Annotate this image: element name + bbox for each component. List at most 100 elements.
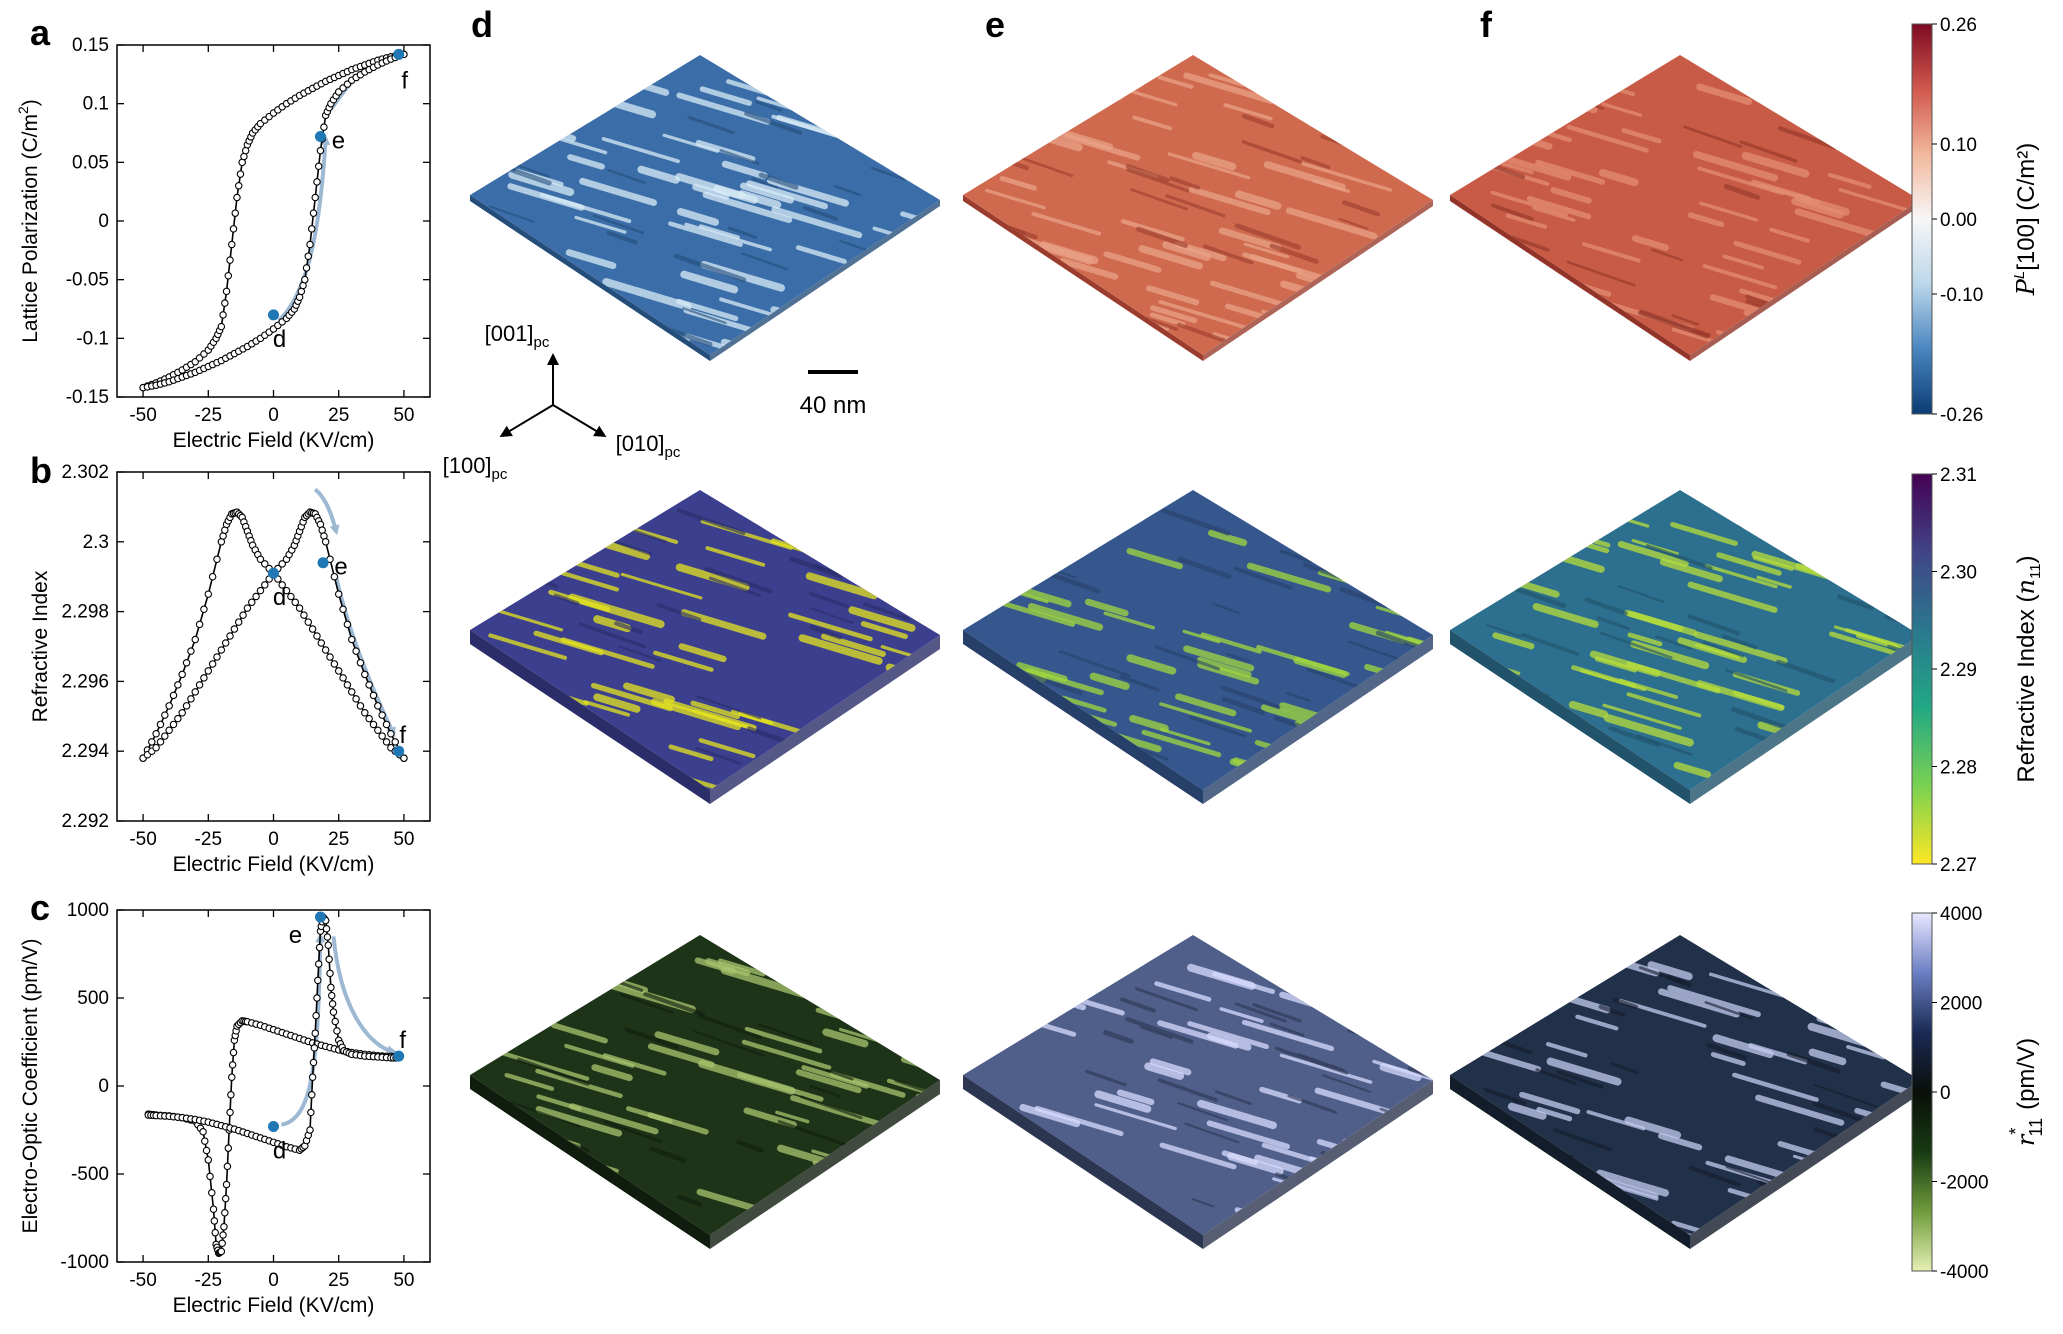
domain-stripe bbox=[1138, 245, 1203, 270]
domain-stripe bbox=[1813, 707, 1882, 733]
domain-stripe bbox=[1617, 541, 1689, 567]
domain-stripe bbox=[897, 159, 940, 183]
domain-stripe bbox=[1657, 988, 1740, 1018]
domain-wall bbox=[1489, 78, 1551, 104]
domain-stripe bbox=[1734, 1209, 1794, 1230]
data-point bbox=[169, 691, 178, 700]
data-point bbox=[165, 702, 173, 710]
series-line bbox=[142, 511, 405, 759]
domain-wall bbox=[618, 645, 662, 662]
data-point bbox=[302, 264, 311, 272]
domain-stripe bbox=[1094, 1103, 1177, 1131]
state-marker bbox=[314, 911, 326, 923]
panel-letter-b: b bbox=[30, 450, 52, 491]
domain-stripe bbox=[1197, 656, 1252, 678]
domain-stripe bbox=[1403, 548, 1433, 562]
domain-stripe bbox=[838, 530, 889, 549]
data-point bbox=[209, 1205, 218, 1213]
data-point bbox=[199, 1128, 207, 1136]
data-point bbox=[213, 653, 221, 661]
panel-letter-a: a bbox=[30, 12, 51, 53]
data-point bbox=[304, 252, 313, 260]
data-point bbox=[233, 193, 241, 202]
domain-wall bbox=[1533, 83, 1605, 110]
colorbar-tick-label: 2.28 bbox=[1940, 758, 1977, 779]
domain-stripe bbox=[567, 154, 605, 170]
data-point bbox=[326, 653, 334, 661]
domain-stripe bbox=[1337, 967, 1379, 986]
x-axis-label: Electric Field (KV/cm) bbox=[173, 429, 375, 452]
domain-stripe bbox=[798, 634, 883, 665]
domain-wall bbox=[491, 562, 559, 589]
domain-stripe bbox=[1568, 700, 1609, 719]
data-point bbox=[382, 720, 391, 729]
domain-wall bbox=[1006, 255, 1047, 271]
domain-wall bbox=[1325, 106, 1390, 132]
domain-wall bbox=[1136, 226, 1188, 248]
domain-stripe bbox=[1219, 1007, 1264, 1023]
domain-stripe bbox=[550, 1022, 608, 1044]
domain-stripe bbox=[1475, 295, 1518, 314]
guide-arrow bbox=[313, 487, 340, 536]
domain-wall bbox=[593, 214, 645, 235]
domain-stripe bbox=[560, 531, 602, 546]
domain-stripe bbox=[1521, 764, 1565, 781]
domain-stripe bbox=[1693, 631, 1788, 665]
domain-stripe bbox=[746, 180, 828, 210]
domain-stripe bbox=[1103, 611, 1155, 630]
domain-wall bbox=[1233, 566, 1293, 590]
domain-stripe bbox=[1541, 302, 1602, 324]
domain-stripe bbox=[602, 330, 638, 345]
state-marker bbox=[268, 1120, 279, 1132]
y-tick-label: 0.15 bbox=[72, 35, 109, 56]
panel-letter-c: c bbox=[30, 887, 50, 928]
domain-stripe bbox=[555, 956, 595, 973]
domain-wall bbox=[1214, 1090, 1252, 1106]
domain-stripe bbox=[1167, 152, 1251, 180]
domain-wall bbox=[867, 1205, 892, 1216]
domain-stripe bbox=[1320, 102, 1415, 135]
series-line bbox=[142, 511, 405, 759]
slab-side-left bbox=[470, 1075, 710, 1249]
domain-stripe bbox=[1787, 1206, 1877, 1235]
data-point bbox=[321, 538, 330, 546]
domain-stripe bbox=[560, 637, 655, 669]
y-tick-label: 0 bbox=[98, 211, 109, 232]
domain-stripe bbox=[698, 738, 756, 759]
domain-stripe bbox=[1733, 240, 1802, 265]
data-point bbox=[182, 702, 191, 710]
domain-stripe bbox=[1162, 240, 1211, 261]
data-point bbox=[217, 1247, 226, 1256]
domain-wall bbox=[751, 177, 778, 189]
domain-stripe bbox=[1777, 977, 1870, 1010]
domain-stripe bbox=[805, 572, 878, 600]
domain-stripe bbox=[593, 693, 641, 713]
data-point bbox=[200, 605, 208, 614]
domain-stripe bbox=[771, 206, 863, 239]
domain-stripe bbox=[1803, 281, 1891, 311]
domain-wall bbox=[1520, 632, 1580, 656]
slab-image bbox=[470, 935, 940, 1249]
data-point bbox=[309, 1058, 318, 1067]
data-point bbox=[218, 1239, 226, 1247]
colorbar-tick-label: 2000 bbox=[1940, 994, 1982, 1015]
axis-up-label: [001]pc bbox=[485, 321, 550, 351]
domain-stripe bbox=[1132, 115, 1173, 131]
axis-left-label: [100]pc bbox=[443, 453, 508, 483]
domain-wall bbox=[1638, 310, 1710, 339]
colorbar-tick-label: -4000 bbox=[1940, 1262, 1989, 1283]
data-point bbox=[224, 272, 233, 280]
domain-stripe bbox=[1342, 1138, 1433, 1172]
data-point bbox=[324, 941, 333, 949]
domain-stripe bbox=[985, 188, 1046, 210]
domain-stripe bbox=[1667, 985, 1761, 1018]
domain-wall bbox=[809, 625, 843, 640]
domain-stripe bbox=[1208, 529, 1248, 547]
domain-stripe bbox=[1790, 84, 1877, 115]
domain-wall bbox=[682, 307, 727, 325]
data-point bbox=[222, 287, 231, 296]
data-point bbox=[313, 994, 321, 1002]
domain-wall bbox=[1269, 1022, 1305, 1037]
domain-wall bbox=[1473, 231, 1506, 246]
slab-side-left bbox=[963, 1075, 1203, 1249]
